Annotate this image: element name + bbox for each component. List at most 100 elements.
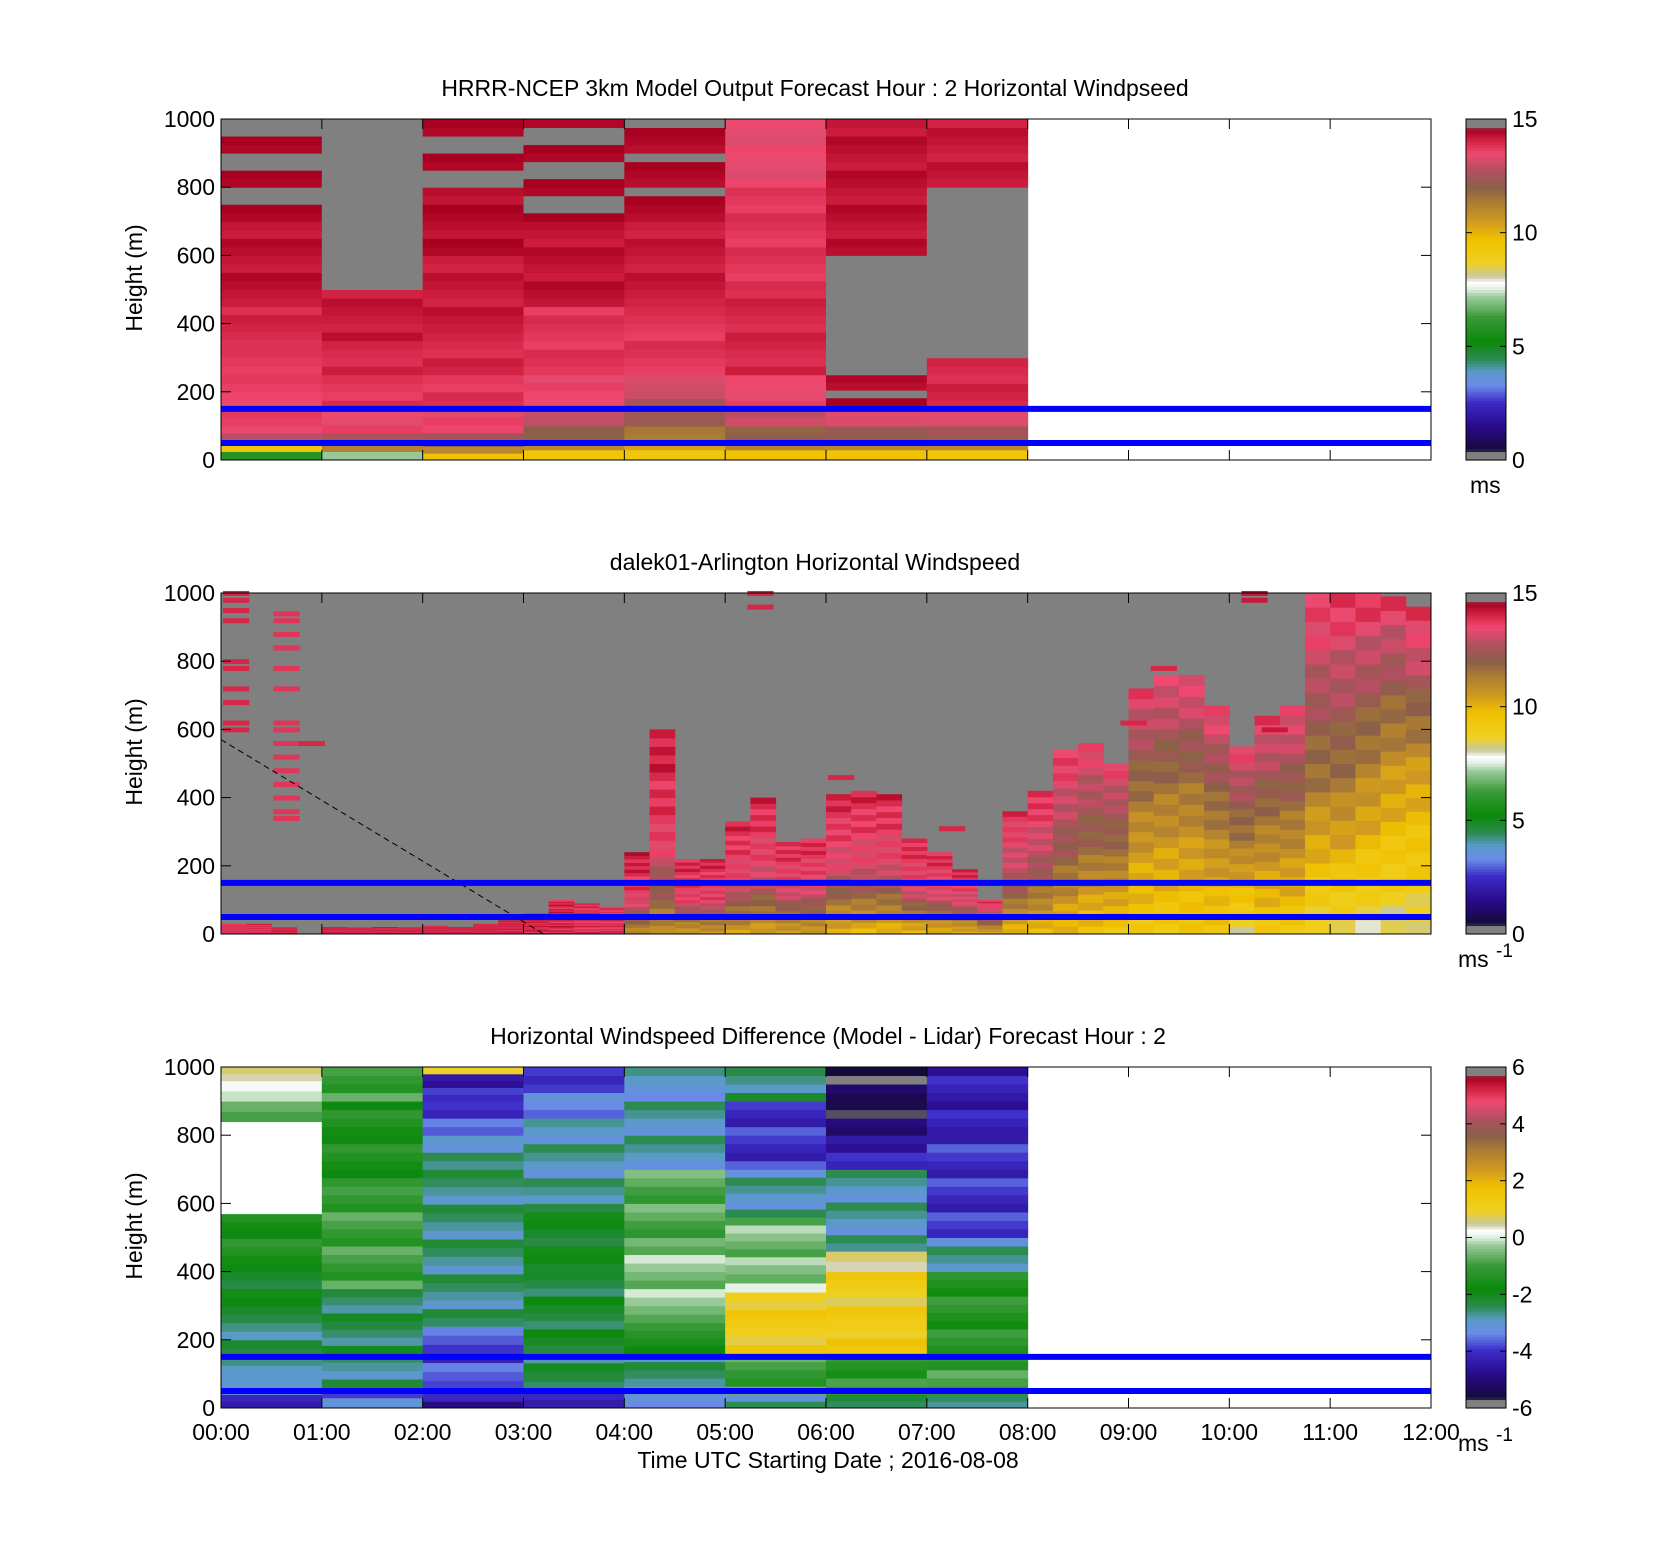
colorbar-segment xyxy=(1466,386,1506,390)
x-tick-label: 04:00 xyxy=(596,1419,654,1445)
heatmap-cell xyxy=(523,425,625,434)
colorbar-segment xyxy=(1466,400,1506,404)
sparse-cell xyxy=(273,816,300,822)
heatmap-cell xyxy=(775,853,802,858)
heatmap-cell xyxy=(624,865,651,870)
colorbar-segment xyxy=(1466,862,1506,867)
heatmap-cell xyxy=(901,930,928,935)
heatmap-cell xyxy=(321,1118,424,1128)
heatmap-cell xyxy=(1254,861,1281,871)
heatmap-cell xyxy=(1027,922,1054,929)
heatmap-cell xyxy=(422,1221,524,1231)
colorbar-segment xyxy=(1466,170,1506,174)
colorbar-segment xyxy=(1466,1226,1506,1230)
heatmap-cell xyxy=(826,893,852,900)
heatmap-cell xyxy=(926,212,1029,222)
heatmap-cell xyxy=(321,1337,424,1346)
heatmap-cell xyxy=(221,272,323,282)
heatmap-cell xyxy=(548,911,575,914)
heatmap-cell xyxy=(573,903,600,906)
heatmap-cell xyxy=(851,850,877,857)
heatmap-cell xyxy=(1380,891,1407,907)
heatmap-cell xyxy=(624,1220,726,1230)
heatmap-cell xyxy=(1204,791,1230,802)
dashed-line xyxy=(220,739,544,935)
heatmap-cell xyxy=(775,861,802,866)
colorbar-unit-label: ms xyxy=(1458,1430,1489,1456)
heatmap-cell xyxy=(1178,836,1205,849)
heatmap-cell xyxy=(977,902,1003,905)
heatmap-cell xyxy=(221,322,323,332)
heatmap-cell xyxy=(725,1309,827,1319)
colorbar-segment xyxy=(1466,434,1506,438)
heatmap-cell xyxy=(926,1337,1029,1346)
heatmap-cell xyxy=(800,910,827,915)
heatmap-cell xyxy=(1330,806,1356,821)
colorbar-segment xyxy=(1466,1112,1506,1116)
heatmap-cell xyxy=(926,1271,1029,1281)
heatmap-cell xyxy=(699,868,726,872)
heatmap-cell xyxy=(1380,863,1407,879)
heatmap-cell xyxy=(422,408,524,418)
heatmap-cell xyxy=(699,896,726,901)
heatmap-cell xyxy=(523,1271,625,1281)
heatmap-cell xyxy=(1405,783,1432,799)
heatmap-cell xyxy=(498,920,524,922)
heatmap-cell xyxy=(523,272,625,282)
heatmap-cell xyxy=(826,178,928,188)
heatmap-cell xyxy=(624,1109,726,1119)
heatmap-cell xyxy=(926,400,1029,410)
heatmap-cell xyxy=(649,882,676,892)
heatmap-cell xyxy=(901,866,928,871)
heatmap-cell xyxy=(523,1160,625,1170)
colorbar-segment xyxy=(1466,388,1506,393)
heatmap-cell xyxy=(422,1326,524,1336)
heatmap-cell xyxy=(624,178,726,188)
colorbar-segment xyxy=(1466,610,1506,614)
heatmap-cell xyxy=(725,1126,827,1136)
heatmap-cell xyxy=(826,340,928,350)
heatmap-cell xyxy=(926,1118,1029,1128)
colorbar-segment xyxy=(1466,746,1506,750)
heatmap-cell xyxy=(775,895,802,900)
heatmap-cell xyxy=(1254,906,1281,917)
colorbar-segment xyxy=(1466,289,1506,293)
heatmap-cell xyxy=(952,925,978,930)
heatmap-cell xyxy=(447,927,474,928)
heatmap-cell xyxy=(926,1304,1029,1314)
heatmap-cell xyxy=(1153,718,1180,730)
heatmap-cell xyxy=(926,869,953,874)
heatmap-cell xyxy=(1279,895,1306,906)
heatmap-cell xyxy=(750,899,777,907)
colorbar-segment xyxy=(1466,635,1506,640)
heatmap-cell xyxy=(221,1263,323,1273)
heatmap-cell xyxy=(1178,858,1205,870)
heatmap-cell xyxy=(321,1288,424,1298)
heatmap-cell xyxy=(523,927,550,929)
heatmap-cell xyxy=(624,449,726,461)
heatmap-cell xyxy=(523,390,625,399)
heatmap-cell xyxy=(1405,756,1432,771)
colorbar-segment xyxy=(1466,337,1506,342)
colorbar-segment xyxy=(1466,607,1506,611)
heatmap-cell xyxy=(422,1118,524,1128)
heatmap-cell xyxy=(624,903,651,908)
colorbar-segment xyxy=(1466,1084,1506,1088)
heatmap-cell xyxy=(1279,753,1306,764)
heatmap-cell xyxy=(1330,593,1356,608)
heatmap-cell xyxy=(1229,754,1256,763)
colorbar-segment xyxy=(1466,1157,1506,1162)
heatmap-cell xyxy=(1229,918,1256,927)
colorbar-segment xyxy=(1466,794,1506,799)
heatmap-cell xyxy=(775,907,802,912)
heatmap-cell xyxy=(699,930,726,935)
heatmap-cell xyxy=(725,1135,827,1145)
heatmap-cell xyxy=(1027,868,1054,875)
heatmap-cell xyxy=(321,340,424,350)
heatmap-cell xyxy=(1178,728,1205,741)
heatmap-cell xyxy=(876,904,903,912)
heatmap-cell xyxy=(1027,844,1054,851)
heatmap-cell xyxy=(725,1209,827,1218)
heatmap-cell xyxy=(1279,743,1306,754)
